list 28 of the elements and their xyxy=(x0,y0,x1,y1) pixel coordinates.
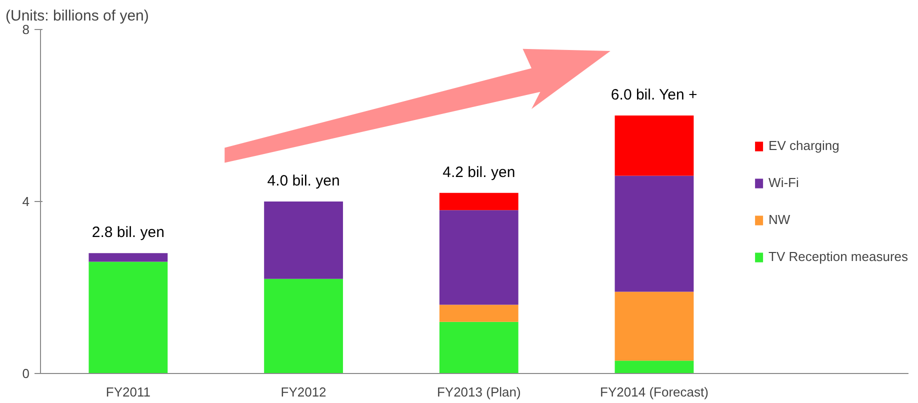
legend-label: TV Reception measures xyxy=(768,249,908,264)
bar xyxy=(439,322,518,374)
y-tick-label: 0 xyxy=(22,366,30,381)
x-tick-label: FY2013 (Plan) xyxy=(436,384,521,400)
total-label: 4.2 bil. yen xyxy=(442,164,516,181)
bar xyxy=(264,278,343,374)
bar xyxy=(614,116,694,176)
bar xyxy=(439,304,518,322)
total-label: 4.0 bil. yen xyxy=(267,172,340,190)
bar xyxy=(439,192,518,210)
bar xyxy=(88,253,168,262)
bar xyxy=(614,176,694,292)
x-tick-label: FY2014 (Forecast) xyxy=(600,384,708,400)
bar xyxy=(264,202,343,279)
bar xyxy=(614,360,694,374)
legend-label: Wi-Fi xyxy=(768,175,799,190)
x-tick-label: FY2011 xyxy=(106,384,150,400)
bar xyxy=(88,262,168,374)
bar xyxy=(614,292,694,361)
total-label: 6.0 bil. Yen + xyxy=(610,86,698,104)
y-tick-label: 4 xyxy=(22,194,30,209)
x-tick-label: FY2012 xyxy=(280,384,326,400)
total-label: 2.8 bil. yen xyxy=(92,224,164,242)
bar xyxy=(439,210,518,305)
y-axis-title: (Units: billions of yen) xyxy=(6,8,149,24)
legend-label: NW xyxy=(768,212,790,227)
legend-label: EV charging xyxy=(768,138,840,153)
y-tick-label: 8 xyxy=(22,22,30,37)
